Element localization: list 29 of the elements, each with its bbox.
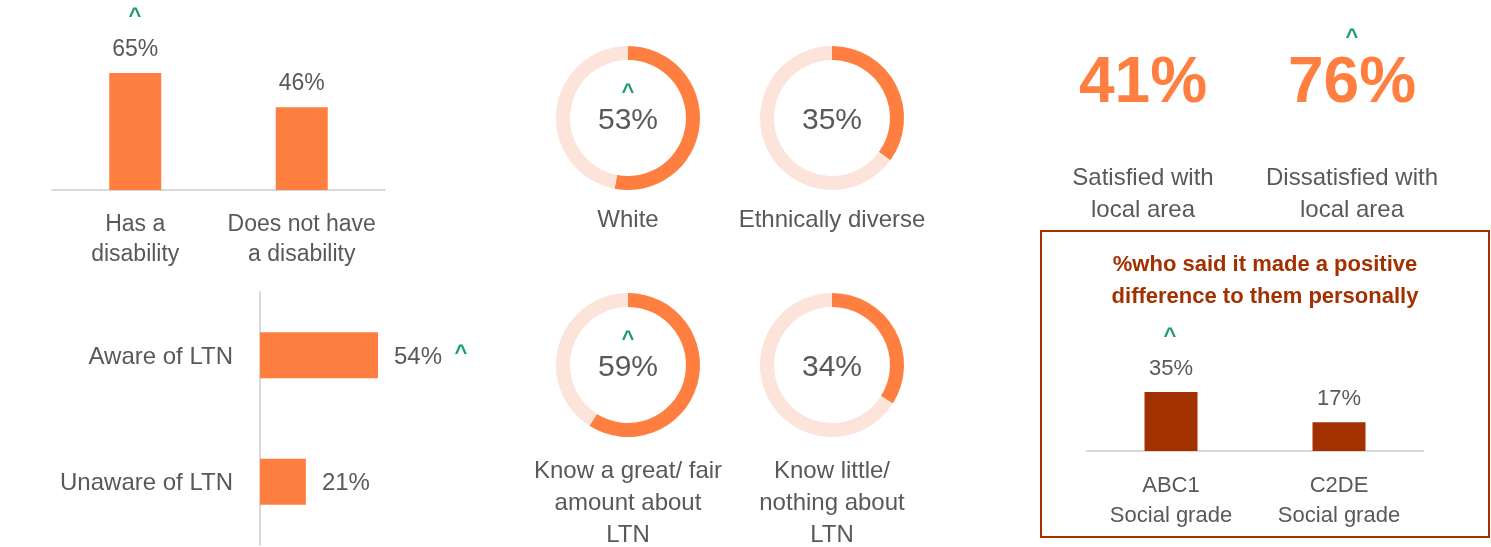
data-label: 17%	[1316, 384, 1362, 410]
text: 41%	[1078, 44, 1208, 116]
text: ^	[1163, 322, 1177, 348]
text: 53%	[597, 101, 659, 135]
text: Ethnically diverse	[738, 204, 926, 232]
x-tick-label: Has a disability	[91, 210, 180, 266]
x-tick-label: Does not have a disability	[227, 210, 376, 266]
text: 34%	[801, 348, 863, 382]
text: ^	[454, 339, 468, 365]
y-tick-label: Aware of LTN	[88, 341, 233, 369]
text: Dissatisfied with local area	[1265, 162, 1439, 222]
data-label: 65%	[112, 34, 159, 61]
chart-title: %who said it made a positive difference to them personally	[1111, 250, 1420, 308]
x-tick-label: C2DE Social grade	[1277, 471, 1401, 527]
text: ^	[128, 2, 142, 28]
text: ^	[621, 78, 635, 104]
text: White	[597, 204, 659, 232]
y-tick-label: Unaware of LTN	[60, 468, 233, 496]
text: 59%	[597, 348, 659, 382]
data-label: 35%	[1148, 354, 1194, 380]
text: 35%	[801, 101, 863, 135]
text: ^	[621, 325, 635, 351]
text: Know little/ nothing about LTN	[759, 455, 906, 547]
data-label: 54%	[394, 341, 443, 369]
x-tick-label: ABC1 Social grade	[1109, 471, 1233, 527]
data-label: 46%	[278, 68, 325, 95]
text: Satisfied with local area	[1072, 162, 1214, 222]
text: Know a great/ fair amount about LTN	[533, 455, 723, 547]
data-label: 21%	[321, 468, 370, 496]
